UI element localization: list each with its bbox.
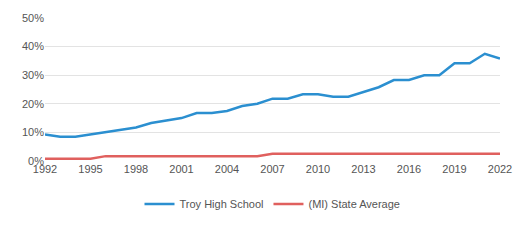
svg-text:0%: 0% [28,155,44,167]
svg-text:1998: 1998 [124,163,148,175]
svg-text:30%: 30% [22,69,44,81]
svg-text:2022: 2022 [488,163,512,175]
svg-text:1995: 1995 [78,163,102,175]
svg-text:(MI) State Average: (MI) State Average [308,198,400,210]
svg-text:50%: 50% [22,12,44,24]
svg-text:40%: 40% [22,40,44,52]
svg-text:2007: 2007 [260,163,284,175]
svg-text:2010: 2010 [306,163,330,175]
svg-text:2001: 2001 [169,163,193,175]
svg-text:1992: 1992 [33,163,57,175]
svg-text:20%: 20% [22,98,44,110]
svg-text:2019: 2019 [442,163,466,175]
svg-text:2016: 2016 [397,163,421,175]
svg-text:2013: 2013 [351,163,375,175]
svg-text:10%: 10% [22,126,44,138]
svg-text:Troy High School: Troy High School [180,198,264,210]
svg-text:2004: 2004 [215,163,239,175]
